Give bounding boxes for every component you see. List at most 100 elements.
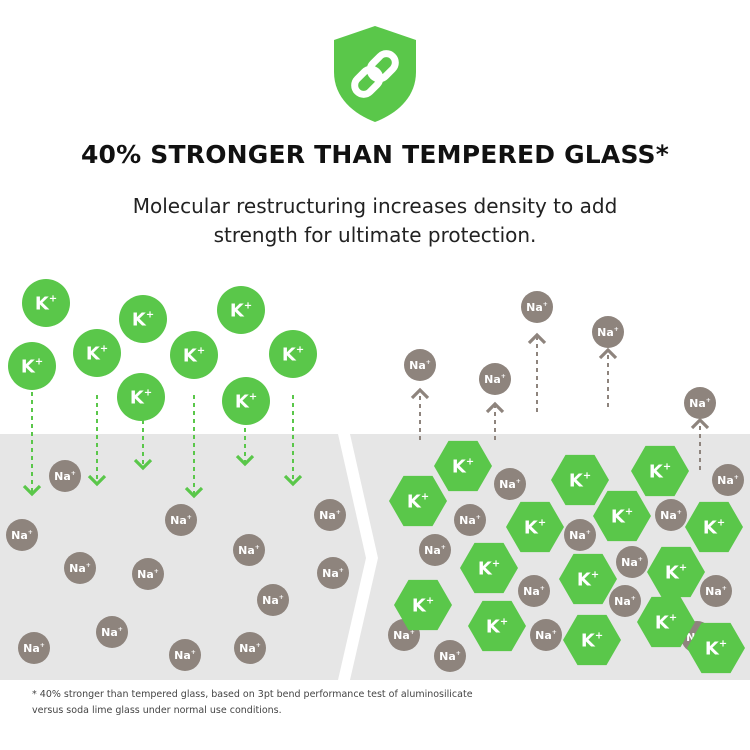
na-ion: Na+	[169, 639, 201, 671]
na-ion-label: Na+	[705, 585, 727, 598]
na-ion-label: Na+	[54, 470, 76, 483]
na-ion-label: Na+	[174, 649, 196, 662]
k-ion-label: K+	[412, 595, 434, 616]
k-ion-hexagon: K+	[389, 475, 447, 527]
na-ion-label: Na+	[569, 529, 591, 542]
na-ion: Na+	[655, 499, 687, 531]
footnote-line-1: * 40% stronger than tempered glass, base…	[32, 689, 473, 700]
k-ion-label: K+	[569, 470, 591, 491]
na-ion: Na+	[521, 291, 553, 323]
k-ion-label: K+	[581, 630, 603, 651]
k-ion: K+	[222, 377, 270, 425]
na-ion: Na+	[257, 584, 289, 616]
na-ion-label: Na+	[499, 478, 521, 491]
na-ion-label: Na+	[526, 301, 548, 314]
na-ion: Na+	[18, 632, 50, 664]
k-ion-label: K+	[705, 638, 727, 659]
na-ion-label: Na+	[239, 642, 261, 655]
na-ion: Na+	[518, 575, 550, 607]
na-ion: Na+	[234, 632, 266, 664]
subtitle: Molecular restructuring increases densit…	[0, 192, 750, 250]
na-ion: Na+	[96, 616, 128, 648]
na-ion-label: Na+	[597, 326, 619, 339]
na-ion: Na+	[479, 363, 511, 395]
k-ion-label: K+	[230, 300, 252, 321]
na-ion: Na+	[700, 575, 732, 607]
na-ion-label: Na+	[689, 397, 711, 410]
k-ion: K+	[73, 329, 121, 377]
na-ion: Na+	[314, 499, 346, 531]
na-ion-label: Na+	[101, 626, 123, 639]
k-ion-hexagon: K+	[559, 553, 617, 605]
na-ion: Na+	[233, 534, 265, 566]
na-ion: Na+	[712, 464, 744, 496]
na-ion-label: Na+	[322, 567, 344, 580]
na-ion-label: Na+	[393, 629, 415, 642]
k-ion-label: K+	[21, 356, 43, 377]
na-ion: Na+	[64, 552, 96, 584]
k-ion-label: K+	[478, 558, 500, 579]
na-ion-label: Na+	[439, 650, 461, 663]
k-ion: K+	[119, 295, 167, 343]
na-ion-label: Na+	[319, 509, 341, 522]
glass-panel-before	[0, 434, 366, 680]
k-ion: K+	[170, 331, 218, 379]
k-ion-label: K+	[611, 506, 633, 527]
k-ion-label: K+	[407, 491, 429, 512]
na-ion-label: Na+	[69, 562, 91, 575]
k-ion-hexagon: K+	[687, 622, 745, 674]
na-ion-label: Na+	[424, 544, 446, 557]
k-ion-hexagon: K+	[394, 579, 452, 631]
na-ion: Na+	[404, 349, 436, 381]
k-ion: K+	[217, 286, 265, 334]
na-ion: Na+	[564, 519, 596, 551]
na-ion: Na+	[609, 585, 641, 617]
na-ion-label: Na+	[523, 585, 545, 598]
k-ion-hexagon: K+	[563, 614, 621, 666]
na-ion: Na+	[530, 619, 562, 651]
na-ion: Na+	[454, 504, 486, 536]
k-ion-hexagon: K+	[551, 454, 609, 506]
k-ion-label: K+	[703, 517, 725, 538]
na-ion: Na+	[419, 534, 451, 566]
footnote: * 40% stronger than tempered glass, base…	[32, 687, 722, 719]
k-ion-label: K+	[655, 612, 677, 633]
na-ion: Na+	[132, 558, 164, 590]
k-ion-label: K+	[86, 343, 108, 364]
na-ion: Na+	[592, 316, 624, 348]
k-ion-hexagon: K+	[685, 501, 743, 553]
na-ion-label: Na+	[170, 514, 192, 527]
k-ion-label: K+	[282, 344, 304, 365]
k-ion-hexagon: K+	[506, 501, 564, 553]
k-ion-label: K+	[35, 293, 57, 314]
k-ion-label: K+	[486, 616, 508, 637]
k-ion-label: K+	[235, 391, 257, 412]
k-ion-label: K+	[665, 562, 687, 583]
footnote-line-2: versus soda lime glass under normal use …	[32, 705, 282, 716]
na-ion: Na+	[434, 640, 466, 672]
na-ion: Na+	[317, 557, 349, 589]
k-ion-hexagon: K+	[637, 596, 695, 648]
na-ion-label: Na+	[484, 373, 506, 386]
na-ion: Na+	[684, 387, 716, 419]
na-ion-label: Na+	[535, 629, 557, 642]
k-ion-hexagon: K+	[460, 542, 518, 594]
subtitle-line-2: strength for ultimate protection.	[213, 223, 537, 247]
k-ion-label: K+	[132, 309, 154, 330]
na-ion-label: Na+	[137, 568, 159, 581]
na-ion-label: Na+	[614, 595, 636, 608]
k-ion-hexagon: K+	[468, 600, 526, 652]
k-ion: K+	[117, 373, 165, 421]
na-ion: Na+	[494, 468, 526, 500]
k-ion-hexagon: K+	[593, 490, 651, 542]
na-ion-label: Na+	[717, 474, 739, 487]
na-ion-label: Na+	[660, 509, 682, 522]
shield-link-icon	[334, 26, 416, 122]
na-ion: Na+	[616, 546, 648, 578]
k-ion: K+	[8, 342, 56, 390]
na-ion: Na+	[6, 519, 38, 551]
na-ion-label: Na+	[238, 544, 260, 557]
k-ion: K+	[269, 330, 317, 378]
k-ion-label: K+	[130, 387, 152, 408]
